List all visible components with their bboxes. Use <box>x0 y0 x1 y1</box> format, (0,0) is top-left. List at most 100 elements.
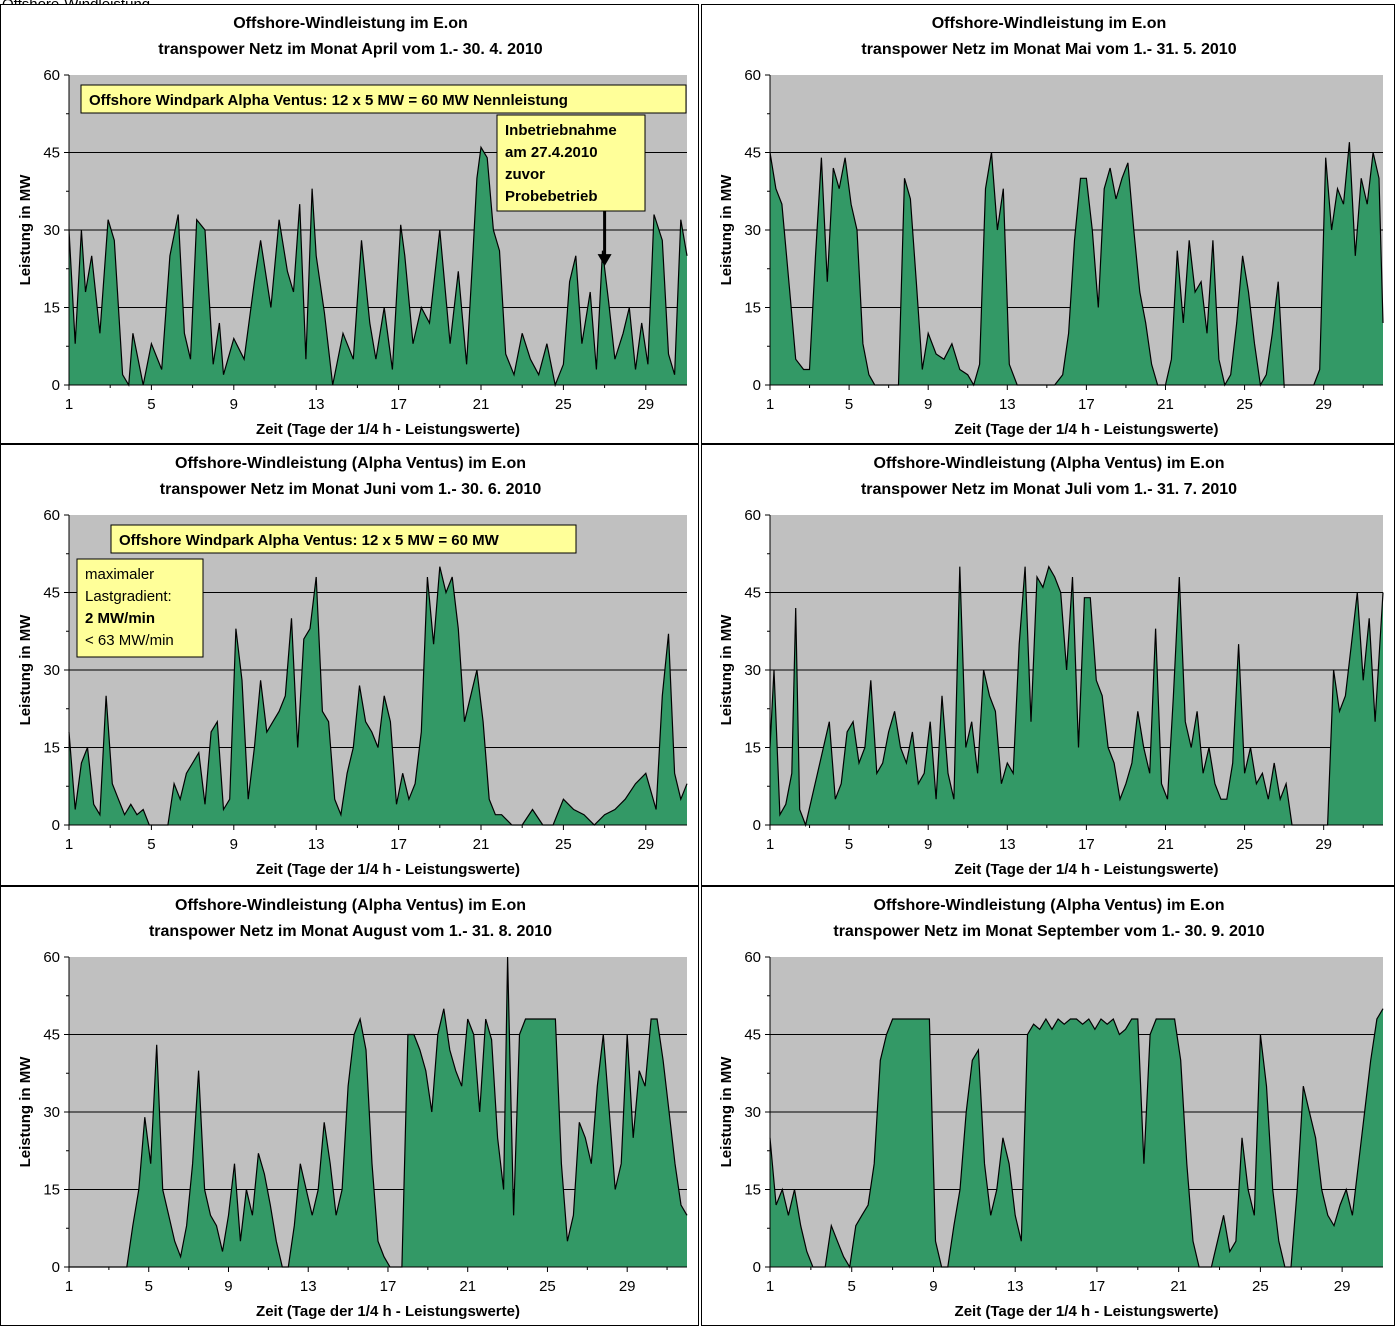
chart-panel-juni: Offshore-Windleistung (Alpha Ventus) im … <box>0 444 699 886</box>
chart-august: Offshore-Windleistung (Alpha Ventus) im … <box>17 897 688 1320</box>
y-axis-label: Leistung in MW <box>718 614 735 726</box>
x-tick-label: 17 <box>1078 396 1095 413</box>
x-tick-label: 29 <box>1315 836 1332 853</box>
series-area <box>69 957 687 1267</box>
x-tick-label: 17 <box>380 1278 397 1295</box>
x-tick-label: 29 <box>1334 1278 1351 1295</box>
chart-panel-juli: Offshore-Windleistung (Alpha Ventus) im … <box>701 444 1395 886</box>
annotation-text: am 27.4.2010 <box>505 144 598 161</box>
x-tick-label: 17 <box>390 836 407 853</box>
y-tick-label: 45 <box>744 145 761 162</box>
x-tick-label: 1 <box>65 836 73 853</box>
y-axis-label: Leistung in MW <box>17 174 34 286</box>
x-tick-label: 5 <box>145 1278 153 1295</box>
x-tick-label: 13 <box>999 836 1016 853</box>
x-tick-label: 25 <box>539 1278 556 1295</box>
annotation-text: < 63 MW/min <box>85 632 174 649</box>
x-tick-label: 21 <box>1157 836 1174 853</box>
chart-title-line-1: transpower Netz im Monat April vom 1.- 3… <box>158 41 543 58</box>
annotation-text: Inbetriebnahme <box>505 122 617 139</box>
y-tick-label: 45 <box>43 585 60 602</box>
chart-juni: Offshore-Windleistung (Alpha Ventus) im … <box>17 455 688 878</box>
y-tick-label: 15 <box>43 1182 60 1199</box>
x-tick-label: 25 <box>1236 396 1253 413</box>
annotation-box: Inbetriebnahme am 27.4.2010 zuvor Probebet… <box>496 114 646 267</box>
y-tick-label: 15 <box>43 740 60 757</box>
x-tick-label: 1 <box>766 1278 774 1295</box>
chart-title-line-0: Offshore-Windleistung (Alpha Ventus) im … <box>874 897 1225 914</box>
x-tick-label: 9 <box>929 1278 937 1295</box>
series-line <box>68 145 688 388</box>
annotation-box: Offshore Windpark Alpha Ventus: 12 x 5 M… <box>80 84 687 114</box>
annotation-bg <box>80 84 687 114</box>
x-tick-label: 13 <box>308 836 325 853</box>
x-tick-label: 1 <box>65 1278 73 1295</box>
y-tick-label: 0 <box>753 1259 761 1276</box>
annotation-text: 2 MW/min <box>85 610 155 627</box>
x-tick-label: 25 <box>1236 836 1253 853</box>
x-tick-label: 9 <box>924 836 932 853</box>
x-tick-label: 5 <box>147 396 155 413</box>
x-tick-label: 9 <box>230 396 238 413</box>
x-tick-label: 13 <box>300 1278 317 1295</box>
x-tick-label: 13 <box>308 396 325 413</box>
annotation-text: Probebetrieb <box>505 188 598 205</box>
annotation-box: maximaler Lastgradient: 2 MW/min < 63 MW/m… <box>76 558 204 658</box>
chart-september: Offshore-Windleistung (Alpha Ventus) im … <box>718 897 1384 1320</box>
chart-title-line-1: transpower Netz im Monat Mai vom 1.- 31.… <box>861 41 1236 58</box>
x-tick-label: 5 <box>848 1278 856 1295</box>
annotation-bg <box>496 114 646 212</box>
chart-title-line-1: transpower Netz im Monat September vom 1… <box>833 923 1264 940</box>
y-tick-label: 15 <box>744 1182 761 1199</box>
x-tick-label: 25 <box>555 396 572 413</box>
series-line <box>769 1008 1384 1269</box>
y-tick-label: 0 <box>52 817 60 834</box>
series-area <box>770 1008 1383 1267</box>
x-tick-label: 9 <box>230 836 238 853</box>
y-tick-label: 0 <box>753 817 761 834</box>
annotation-bg <box>110 524 577 554</box>
y-tick-label: 30 <box>43 1104 60 1121</box>
chart-title-line-1: transpower Netz im Monat Juni vom 1.- 30… <box>160 481 542 498</box>
chart-title-line-0: Offshore-Windleistung im E.on <box>932 15 1167 32</box>
y-tick-label: 15 <box>43 300 60 317</box>
y-tick-label: 0 <box>52 1259 60 1276</box>
x-tick-label: 21 <box>473 836 490 853</box>
y-tick-label: 60 <box>43 67 60 84</box>
y-tick-label: 15 <box>744 740 761 757</box>
y-tick-label: 45 <box>744 1027 761 1044</box>
y-tick-label: 30 <box>744 222 761 239</box>
annotation-text: Offshore Windpark Alpha Ventus: 12 x 5 M… <box>119 532 500 549</box>
y-axis-label: Leistung in MW <box>718 174 735 286</box>
x-tick-label: 1 <box>766 396 774 413</box>
y-tick-label: 15 <box>744 300 761 317</box>
y-tick-label: 60 <box>744 949 761 966</box>
series-area <box>770 142 1383 385</box>
x-tick-label: 17 <box>1078 836 1095 853</box>
y-tick-label: 60 <box>744 67 761 84</box>
x-tick-label: 25 <box>1252 1278 1269 1295</box>
y-tick-label: 0 <box>753 377 761 394</box>
chart-mai: Offshore-Windleistung im E.on transpower … <box>718 15 1384 438</box>
x-tick-label: 5 <box>845 396 853 413</box>
x-tick-label: 1 <box>766 836 774 853</box>
y-tick-label: 30 <box>744 1104 761 1121</box>
chart-title-line-0: Offshore-Windleistung im E.on <box>233 15 468 32</box>
x-tick-label: 21 <box>1170 1278 1187 1295</box>
y-tick-label: 45 <box>43 1027 60 1044</box>
x-tick-label: 9 <box>924 396 932 413</box>
chart-panel-august: Offshore-Windleistung (Alpha Ventus) im … <box>0 886 699 1326</box>
x-tick-label: 9 <box>224 1278 232 1295</box>
x-axis-label: Zeit (Tage der 1/4 h - Leistungswerte) <box>955 421 1219 438</box>
y-tick-label: 30 <box>43 222 60 239</box>
y-tick-label: 0 <box>52 377 60 394</box>
chart-april: Offshore-Windleistung im E.on transpower … <box>17 15 688 438</box>
annotation-text: zuvor <box>505 166 545 183</box>
x-tick-label: 17 <box>1089 1278 1106 1295</box>
annotation-text: maximaler <box>85 566 154 583</box>
x-axis-label: Zeit (Tage der 1/4 h - Leistungswerte) <box>955 861 1219 878</box>
x-axis-label: Zeit (Tage der 1/4 h - Leistungswerte) <box>256 1303 520 1320</box>
x-tick-label: 29 <box>619 1278 636 1295</box>
chart-panel-april: Offshore-Windleistung im E.on transpower … <box>0 4 699 444</box>
chart-title-line-0: Offshore-Windleistung (Alpha Ventus) im … <box>874 455 1225 472</box>
